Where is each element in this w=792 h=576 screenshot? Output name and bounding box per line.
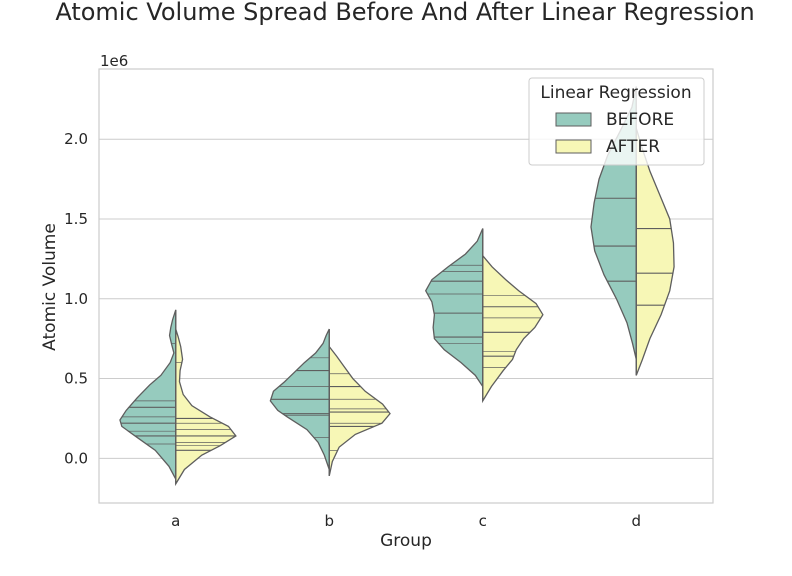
violin-before-a (119, 309, 177, 480)
legend: Linear Regression BEFORE AFTER (528, 77, 705, 166)
x-axis-label: Group (380, 531, 432, 551)
x-tick-label: b (324, 512, 334, 530)
x-tick-label: d (631, 512, 641, 530)
y-tick-label: 1.5 (64, 210, 88, 228)
x-tick-labels: a b c d (171, 512, 641, 530)
legend-title: Linear Regression (540, 83, 691, 103)
legend-label-after: AFTER (606, 137, 660, 157)
violin-after-c (482, 253, 544, 404)
y-tick-labels: 0.0 0.5 1.0 1.5 2.0 (64, 130, 88, 467)
violin-half-after (482, 253, 544, 404)
y-axis-label: Atomic Volume (40, 223, 60, 351)
violin-layer (119, 86, 675, 487)
violin-before-c (424, 228, 484, 389)
legend-label-before: BEFORE (606, 110, 674, 130)
chart-title: Atomic Volume Spread Before And After Li… (55, 0, 754, 26)
violin-half-before (424, 228, 484, 389)
violin-half-after (328, 344, 391, 477)
y-tick-label: 0.5 (64, 370, 88, 388)
x-tick-label: c (479, 512, 487, 530)
violin-after-a (175, 328, 237, 487)
violin-after-b (328, 344, 391, 477)
x-tick-label: a (171, 512, 180, 530)
violin-before-b (269, 328, 330, 470)
y-tick-label: 2.0 (64, 130, 88, 148)
y-axis-offset-label: 1e6 (100, 52, 128, 70)
violin-half-before (119, 309, 177, 480)
y-tick-label: 0.0 (64, 449, 88, 467)
legend-swatch-before (555, 112, 592, 127)
violin-half-after (175, 328, 237, 487)
legend-swatch-after (555, 139, 592, 154)
y-tick-label: 1.0 (64, 290, 88, 308)
plot-frame (98, 68, 714, 504)
